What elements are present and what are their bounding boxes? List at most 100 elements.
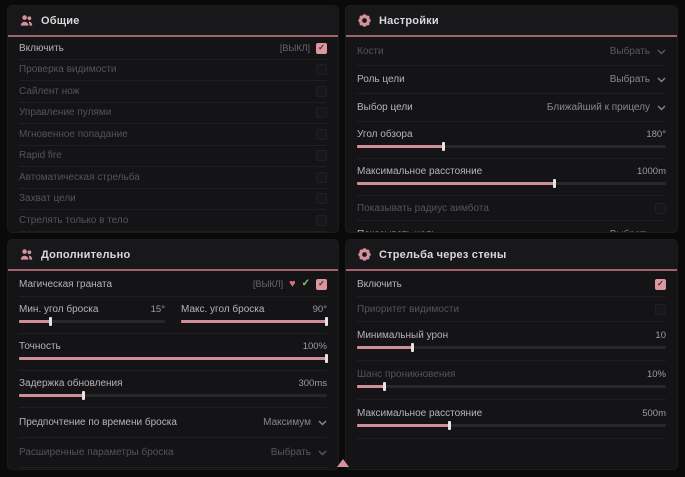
min-throw-angle-slider[interactable]: Мин. угол броска 15° (19, 303, 165, 326)
setting-row-show-target[interactable]: Показывать цель Выбрать (357, 221, 666, 232)
panel-general-header[interactable]: Общие (8, 6, 338, 37)
setting-row-enable[interactable]: Включить [ВЫКЛ] ✓ (19, 38, 327, 60)
slider-handle[interactable] (382, 382, 386, 391)
slider-track[interactable] (181, 317, 328, 326)
slider-label: Минимальный урон (357, 330, 449, 341)
bones-select[interactable]: Выбрать (610, 46, 666, 57)
checkbox[interactable]: ✓ (655, 303, 666, 315)
setting-row-update-delay[interactable]: Задержка обновления 300ms (19, 371, 327, 408)
setting-row-silent-knife[interactable]: Сайлент нож ✓ (19, 81, 327, 103)
select-value: Выбрать (610, 229, 650, 232)
slider-value: 10 (655, 330, 666, 341)
setting-row-target-lock[interactable]: Захват цели ✓ (19, 189, 327, 210)
panel-additional: Дополнительно Магическая граната [ВЫКЛ] … (8, 240, 338, 469)
setting-row-magic-grenade[interactable]: Магическая граната [ВЫКЛ] ♥ ✓ ✓ (19, 272, 327, 297)
slider-value: 10% (646, 369, 666, 380)
setting-row-max-distance-wall[interactable]: Максимальное расстояние 500m (357, 400, 666, 439)
checkbox[interactable]: ✓ (655, 202, 666, 214)
keybind-tag[interactable]: [ВЫКЛ] (252, 279, 284, 289)
slider-handle[interactable] (325, 317, 328, 326)
slider-track[interactable] (19, 317, 165, 326)
checkbox[interactable]: ✓ (316, 278, 327, 290)
setting-label: Автоматическая стрельба (19, 171, 140, 183)
slider-label: Мин. угол броска (19, 304, 99, 315)
slider-label: Шанс проникновения (357, 369, 456, 380)
show-target-select[interactable]: Выбрать (610, 229, 666, 232)
slider-fill (357, 382, 386, 391)
slider-fill (357, 421, 451, 430)
slider-value: 1000m (636, 166, 666, 177)
slider-handle[interactable] (49, 317, 53, 326)
slider-label: Точность (19, 341, 61, 352)
setting-row-visibility-priority[interactable]: Приоритет видимости ✓ (357, 297, 666, 322)
heart-icon[interactable]: ♥ (289, 277, 296, 290)
people-icon (20, 14, 33, 27)
advanced-throw-select[interactable]: Выбрать (271, 447, 327, 458)
panel-general: Общие Включить [ВЫКЛ] ✓ Проверка видимос… (8, 6, 338, 232)
checkbox[interactable]: ✓ (316, 42, 327, 54)
checkbox[interactable]: ✓ (316, 85, 327, 97)
checkbox[interactable]: ✓ (316, 128, 327, 140)
setting-row-max-distance[interactable]: Максимальное расстояние 1000m (357, 159, 666, 196)
slider-track[interactable] (19, 391, 327, 400)
checkbox[interactable]: ✓ (316, 150, 327, 162)
max-throw-angle-slider[interactable]: Макс. угол броска 90° (181, 303, 328, 326)
slider-handle[interactable] (441, 142, 445, 151)
setting-row-show-aim-radius[interactable]: Показывать радиус аимбота ✓ (357, 196, 666, 221)
checkbox[interactable]: ✓ (316, 64, 327, 76)
setting-label: Проверка видимости (19, 64, 117, 76)
slider-handle[interactable] (447, 421, 451, 430)
target-role-select[interactable]: Выбрать (610, 74, 666, 85)
throw-time-select[interactable]: Максимум (263, 417, 327, 428)
setting-row-accuracy[interactable]: Точность 100% (19, 334, 328, 371)
setting-row-auto-fire[interactable]: Автоматическая стрельба ✓ (19, 167, 327, 189)
slider-track[interactable] (357, 382, 666, 391)
setting-row-min-damage[interactable]: Минимальный урон 10 (357, 322, 666, 361)
setting-row-bullet-control[interactable]: Управление пулями ✓ (19, 103, 327, 124)
slider-track[interactable] (357, 421, 666, 430)
slider-fill (181, 317, 328, 326)
slider-handle[interactable] (81, 391, 85, 400)
setting-row-throw-time-preference[interactable]: Предпочтение по времени броска Максимум (19, 408, 327, 438)
slider-value: 90° (312, 304, 327, 315)
slider-track[interactable] (357, 343, 666, 352)
panel-additional-header[interactable]: Дополнительно (8, 240, 338, 271)
setting-row-target-role[interactable]: Роль цели Выбрать (357, 66, 666, 94)
target-selection-select[interactable]: Ближайший к прицелу (547, 102, 666, 113)
setting-label: Включить (19, 42, 64, 54)
checkbox[interactable]: ✓ (655, 278, 666, 290)
check-icon: ✓ (318, 43, 325, 53)
setting-row-rapid-fire[interactable]: Rapid fire ✓ (19, 146, 327, 167)
keybind-tag[interactable]: [ВЫКЛ] (279, 43, 310, 54)
setting-row-fov[interactable]: Угол обзора 180° (357, 122, 666, 159)
select-value: Выбрать (609, 74, 650, 85)
slider-handle[interactable] (552, 179, 556, 188)
checkbox[interactable]: ✓ (316, 171, 327, 183)
setting-row-bones[interactable]: Кости Выбрать (357, 38, 666, 66)
select-value: Выбрать (609, 46, 650, 57)
setting-row-target-selection[interactable]: Выбор цели Ближайший к прицелу (357, 94, 666, 122)
setting-row-visibility-check[interactable]: Проверка видимости ✓ (19, 60, 327, 81)
panel-wallshoot: Стрельба через стены Включить ✓ Приорите… (346, 240, 677, 469)
setting-row-body-only[interactable]: Стрелять только в тело ✓ (19, 210, 327, 232)
setting-row-enable-wallshoot[interactable]: Включить ✓ (357, 272, 666, 297)
check-icon[interactable]: ✓ (301, 278, 310, 289)
checkbox[interactable]: ✓ (316, 107, 327, 119)
check-icon: ✓ (657, 279, 664, 288)
panel-wallshoot-header[interactable]: Стрельба через стены (346, 240, 677, 271)
slider-handle[interactable] (325, 354, 328, 363)
slider-track[interactable] (357, 142, 666, 151)
setting-row-instant-hit[interactable]: Мгновенное попадание ✓ (19, 124, 327, 146)
gear-flower-icon (358, 14, 371, 27)
slider-track[interactable] (19, 354, 328, 363)
slider-track[interactable] (357, 179, 666, 188)
panel-settings-header[interactable]: Настройки (346, 6, 677, 37)
checkbox[interactable]: ✓ (316, 193, 327, 205)
cursor-triangle-icon (337, 459, 349, 467)
slider-handle[interactable] (410, 343, 414, 352)
checkbox[interactable]: ✓ (316, 214, 327, 226)
slider-fill (19, 317, 53, 326)
chevron-down-icon (318, 450, 327, 456)
setting-row-penetration-chance[interactable]: Шанс проникновения 10% (357, 361, 666, 400)
setting-row-advanced-throw-params[interactable]: Расширенные параметры броска Выбрать (19, 438, 327, 468)
